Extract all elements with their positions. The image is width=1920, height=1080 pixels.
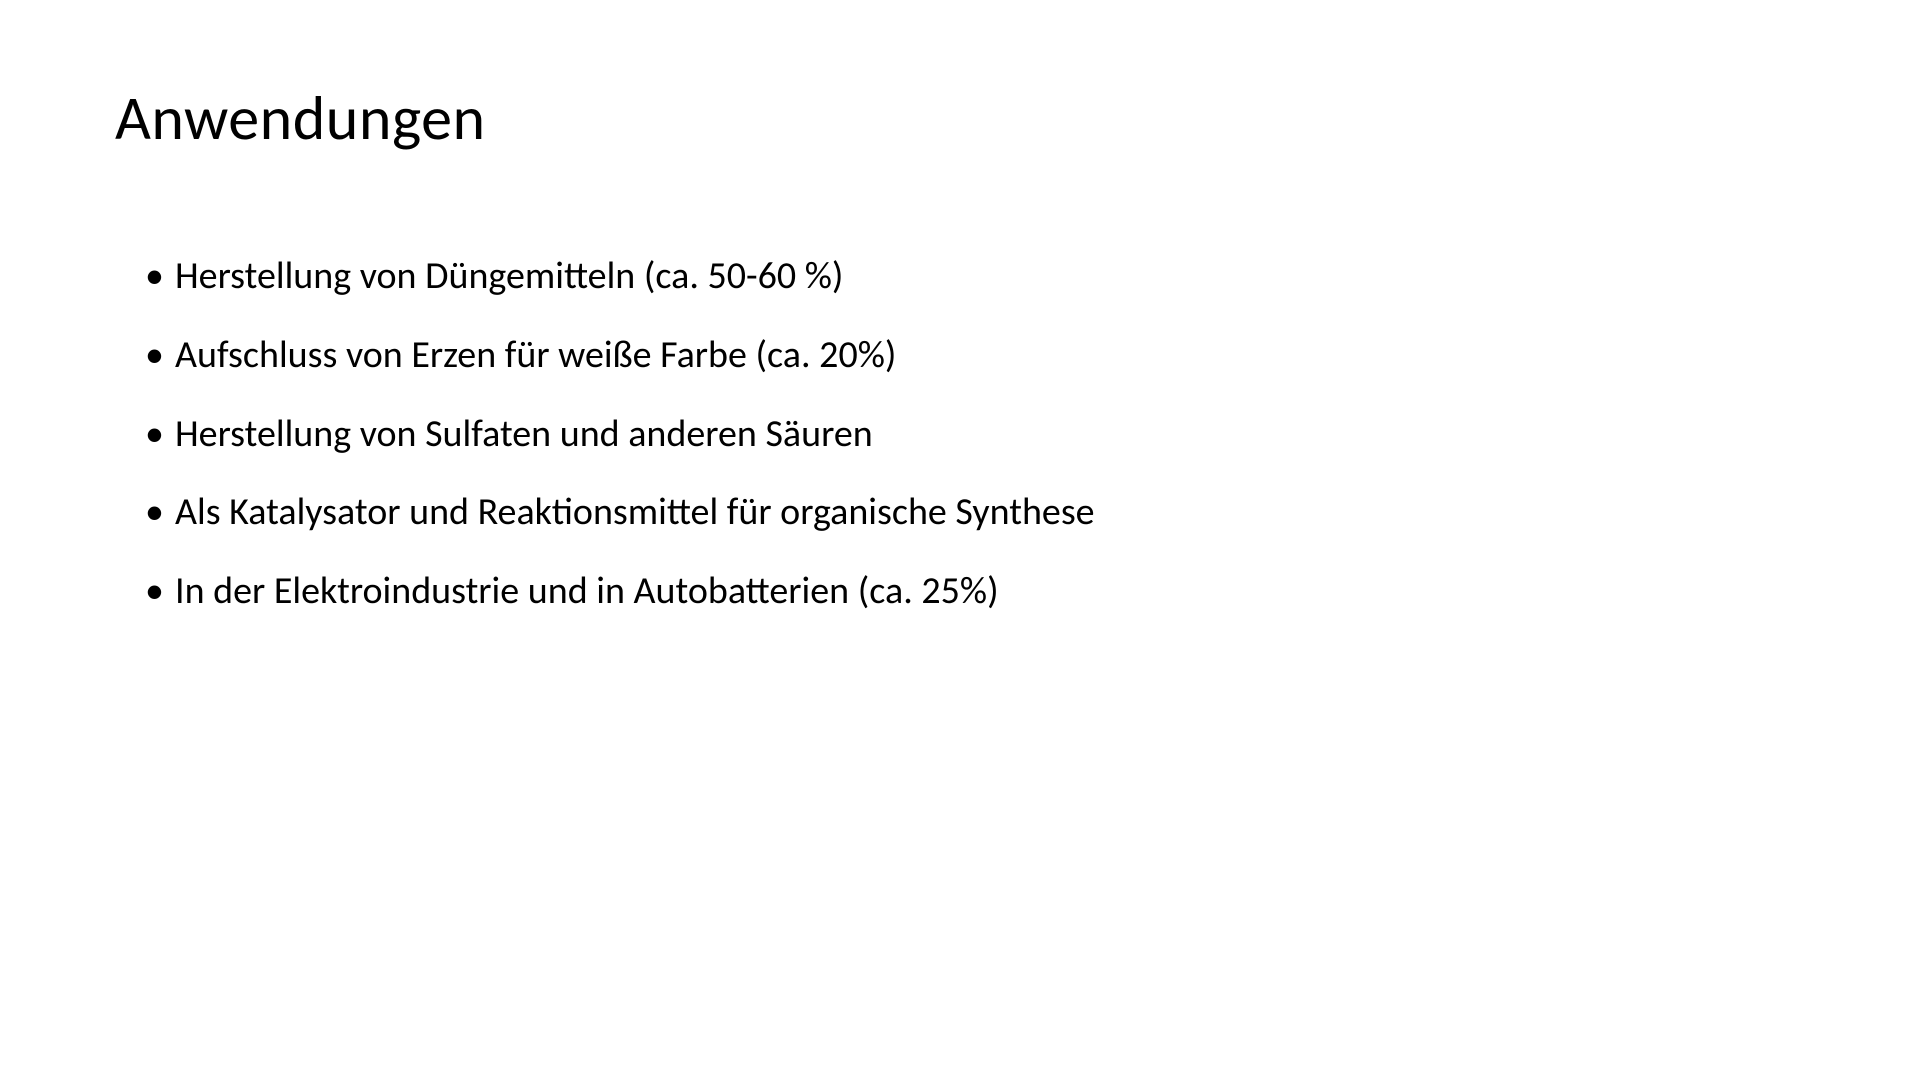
slide-title: Anwendungen — [115, 80, 1805, 156]
bullet-item: Als Katalysator und Reaktionsmittel für … — [145, 482, 1805, 543]
slide-container: Anwendungen Herstellung von Düngemitteln… — [0, 0, 1920, 1080]
bullet-item: In der Elektroindustrie und in Autobatte… — [145, 561, 1805, 622]
bullet-item: Aufschluss von Erzen für weiße Farbe (ca… — [145, 325, 1805, 386]
bullet-item: Herstellung von Düngemitteln (ca. 50-60 … — [145, 246, 1805, 307]
bullet-item: Herstellung von Sulfaten und anderen Säu… — [145, 404, 1805, 465]
bullet-list: Herstellung von Düngemitteln (ca. 50-60 … — [115, 246, 1805, 622]
